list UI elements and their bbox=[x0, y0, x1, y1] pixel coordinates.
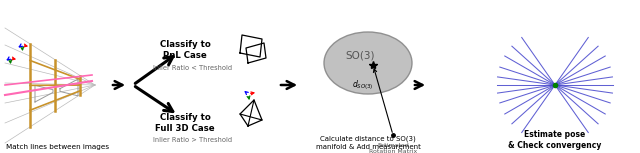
Text: Inlier Ratio < Threshold: Inlier Ratio < Threshold bbox=[154, 65, 232, 71]
Text: Classify to
Full 3D Case: Classify to Full 3D Case bbox=[155, 113, 215, 133]
Text: Estimate pose
& Check convergency: Estimate pose & Check convergency bbox=[508, 130, 602, 150]
Ellipse shape bbox=[324, 32, 412, 94]
Text: $d_{SO(3)}$: $d_{SO(3)}$ bbox=[352, 78, 374, 92]
Text: Estimated
Rotation Matrix: Estimated Rotation Matrix bbox=[369, 143, 417, 153]
Text: Calculate distance to SO(3)
manifold & Add measurement: Calculate distance to SO(3) manifold & A… bbox=[316, 136, 420, 150]
Text: Inlier Ratio > Threshold: Inlier Ratio > Threshold bbox=[154, 137, 232, 143]
Text: Classify to
PnL Case: Classify to PnL Case bbox=[159, 40, 211, 60]
Text: Match lines between images: Match lines between images bbox=[6, 144, 109, 150]
Text: SO(3): SO(3) bbox=[345, 50, 375, 60]
